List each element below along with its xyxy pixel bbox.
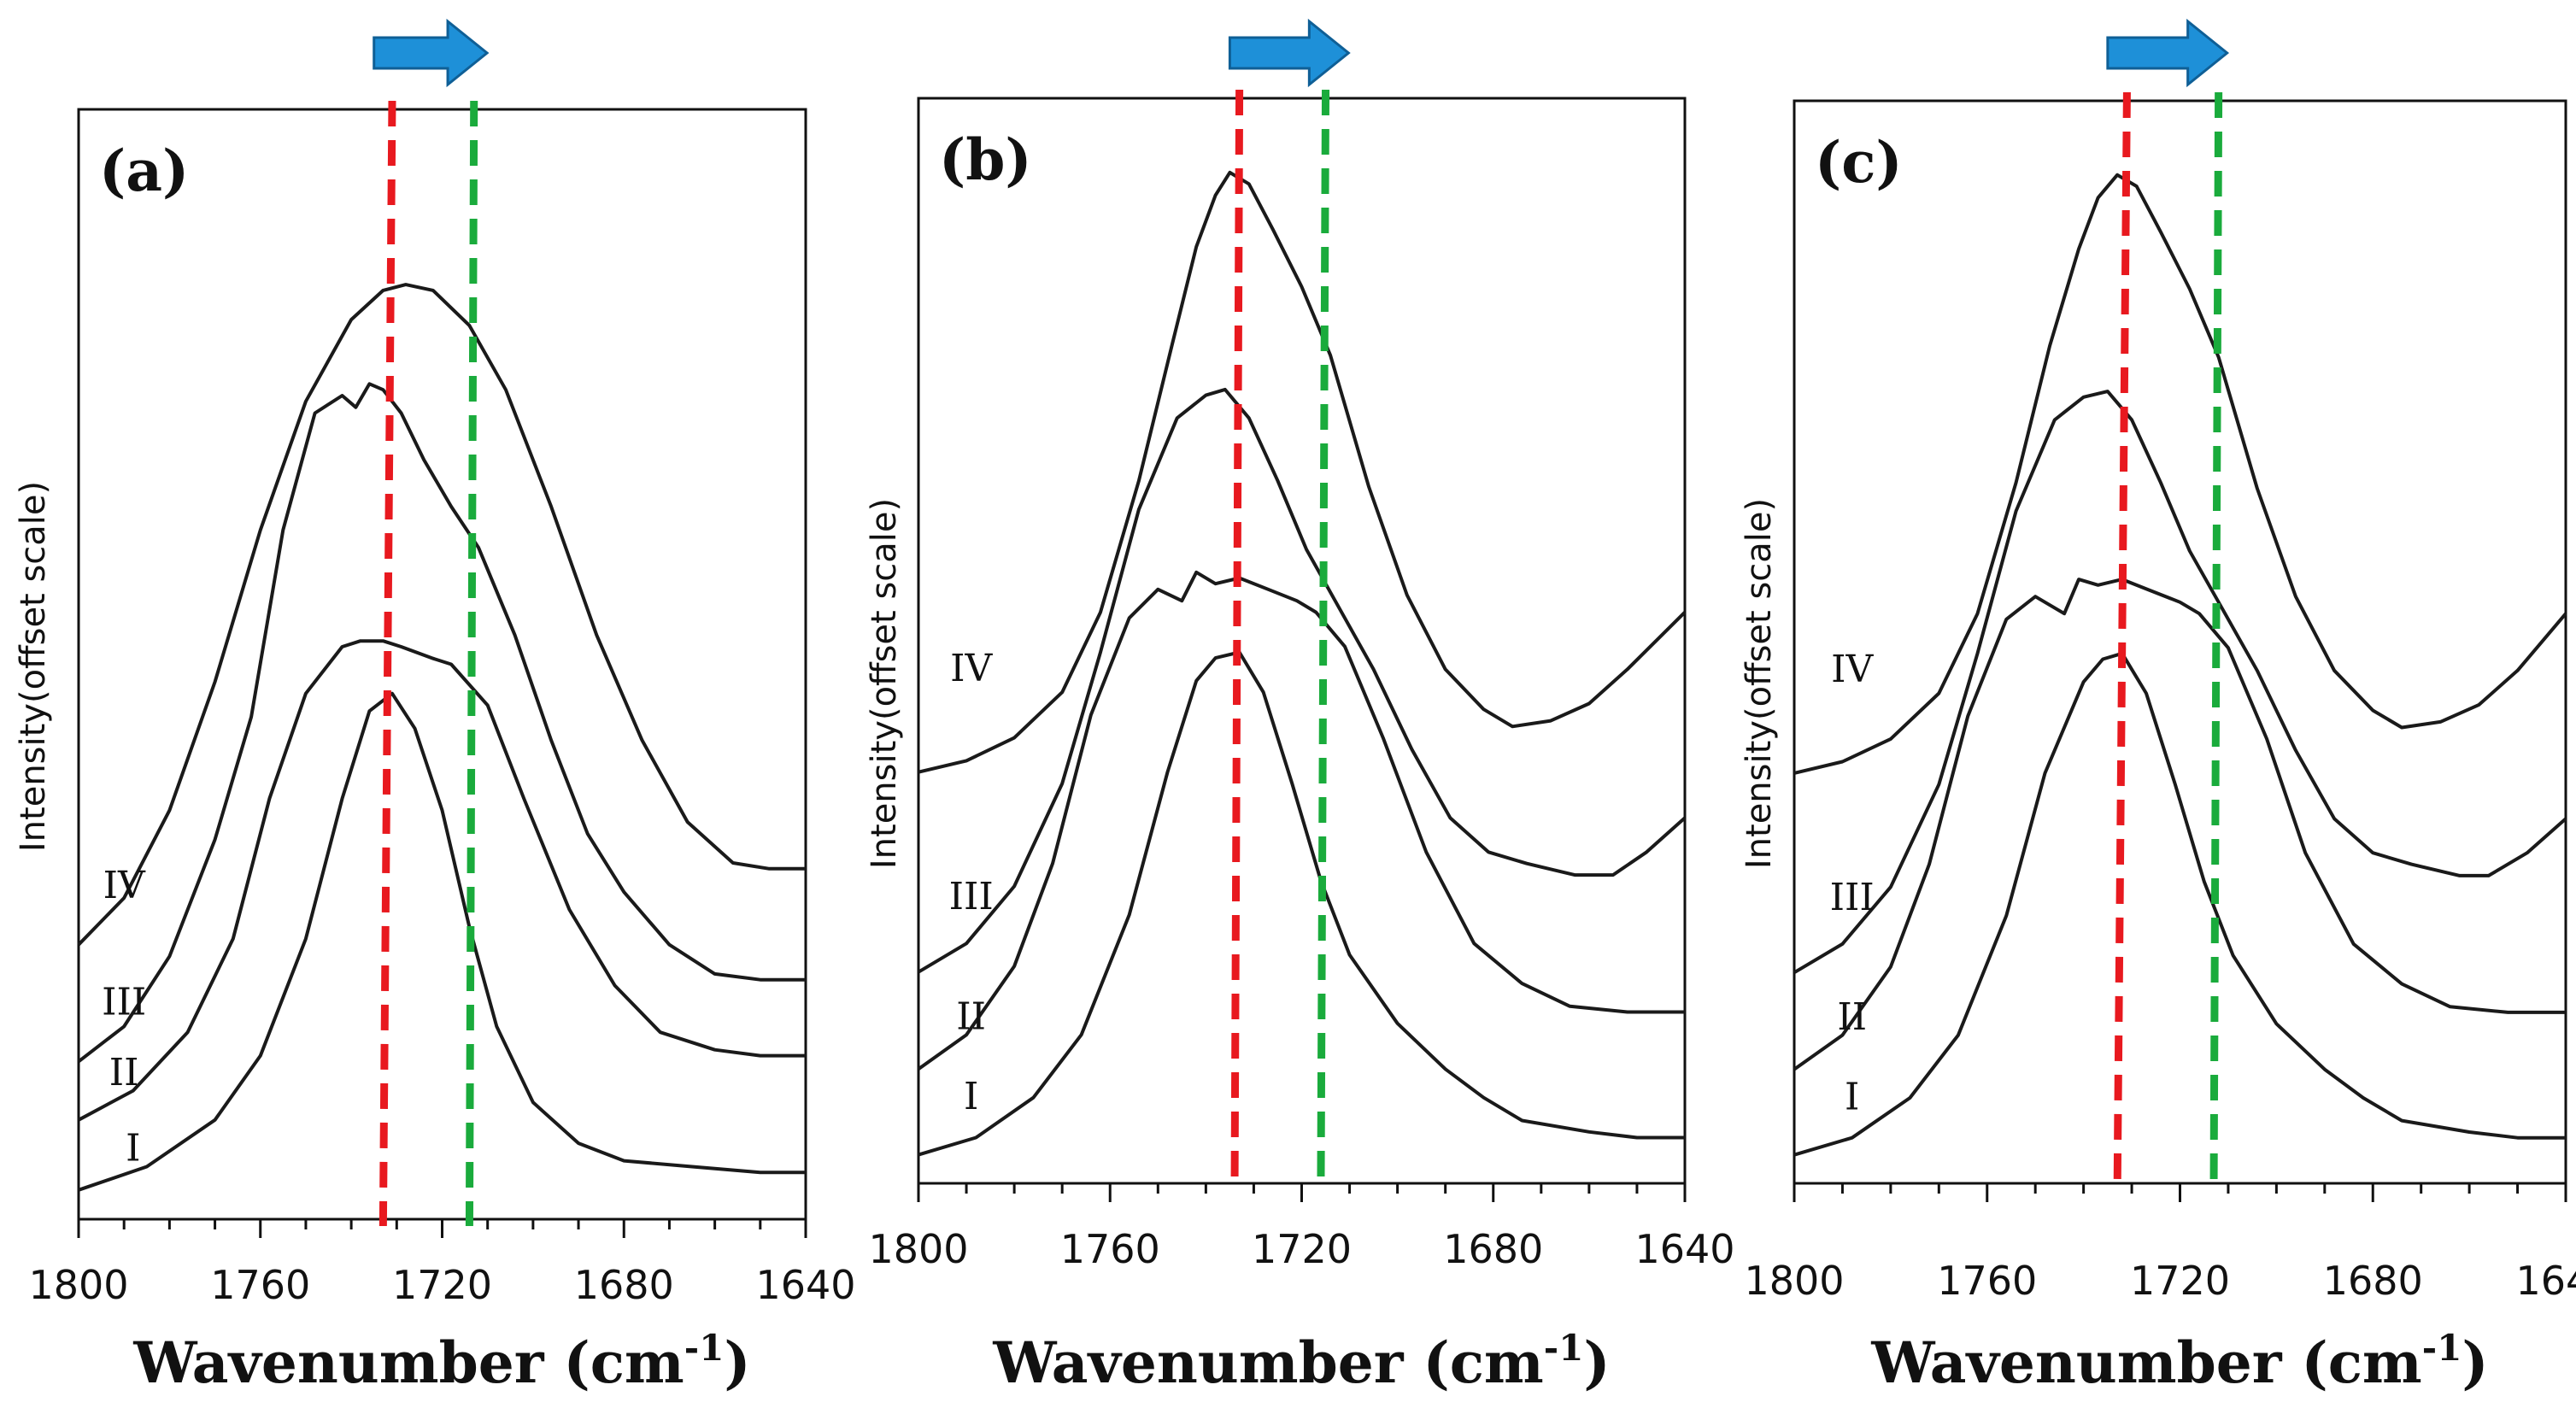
- panel-a-curve-III: [77, 382, 806, 1063]
- panel-b-series-label-II: II: [956, 995, 986, 1039]
- panel-c-x-tick-label: 1680: [2323, 1258, 2423, 1304]
- panel-b-plot-frame: [917, 97, 1687, 1185]
- panel-c-red-dashed-line: [2113, 91, 2131, 1191]
- panel-a-series-label-III: III: [102, 981, 146, 1024]
- panel-a-series-label-IV: IV: [103, 864, 146, 907]
- panel-a-curve-II: [78, 639, 806, 1122]
- panel-b-x-axis-label-main: Wavenumber (cm: [992, 1329, 1543, 1396]
- panel-c-series-label-III: III: [1830, 876, 1875, 919]
- panel-b-x-axis-label-close: ): [1583, 1329, 1610, 1396]
- panel-c-x-axis-label-close: ): [2462, 1329, 2488, 1396]
- panel-a-curve-IV: [77, 283, 806, 947]
- panel-b-series-label-III: III: [949, 875, 994, 918]
- panel-b-x-tick-label: 1760: [1060, 1226, 1160, 1272]
- panel-b-y-axis-label: Intensity(offset scale): [865, 498, 904, 869]
- panel-a-green-dashed-line: [465, 100, 478, 1227]
- panel-b-curve-I: [918, 650, 1685, 1157]
- panel-a-x-tick-label: 1640: [755, 1262, 855, 1308]
- panel-b-x-tick-label: 1680: [1443, 1226, 1543, 1272]
- panel-c-curve-II: [1793, 578, 2566, 1071]
- panel-b-shift-arrow-icon: [1228, 18, 1351, 88]
- panel-b-curve-IV: [918, 170, 1687, 774]
- panel-c-x-tick-label: 1720: [2130, 1258, 2230, 1304]
- panel-c-x-axis-label: Wavenumber (cm-1): [1870, 1327, 2488, 1396]
- panel-c-curve-I: [1793, 651, 2566, 1157]
- panel-c-curve-IV: [1793, 173, 2567, 775]
- panel-b-x-tick-label: 1800: [868, 1226, 968, 1272]
- panel-b-x-axis-label: Wavenumber (cm-1): [992, 1327, 1610, 1396]
- panel-b-green-dashed-line: [1317, 89, 1330, 1191]
- panel-a-x-tick-label: 1800: [28, 1262, 128, 1308]
- panel-b: 1800 1760 1720 1680 1640 Wavenumber (cm-1) Int…: [865, 18, 1735, 1396]
- panel-b-label: (b): [939, 126, 1032, 193]
- panel-c-label: (c): [1815, 129, 1903, 196]
- panel-c-x-axis-label-main: Wavenumber (cm: [1870, 1329, 2421, 1396]
- panel-a-curve-I: [78, 691, 806, 1192]
- panel-a-x-axis-label: Wavenumber (cm-1): [132, 1327, 750, 1396]
- panel-a-x-tick-label: 1680: [574, 1262, 674, 1308]
- panel-a-red-dashed-line: [378, 100, 396, 1227]
- panel-c-x-tick-label: 1800: [1744, 1258, 1844, 1304]
- panel-b-curve-III: [917, 387, 1687, 974]
- panel-b-red-dashed-line: [1230, 89, 1244, 1191]
- panel-a-x-axis-label-sup: -1: [684, 1327, 725, 1369]
- panel-a-x-tick-label: 1760: [210, 1262, 310, 1308]
- panel-c-series-label-II: II: [1837, 995, 1867, 1039]
- panel-b-x-axis-label-sup: -1: [1544, 1327, 1584, 1369]
- panel-c-x-axis-label-sup: -1: [2422, 1327, 2462, 1369]
- panel-a-series-label-I: I: [126, 1127, 140, 1171]
- panel-c: 1800 1760 1720 1680 1640 Wavenumber (cm-1) Int…: [1740, 18, 2576, 1396]
- panel-b-x-tick-label: 1640: [1634, 1226, 1734, 1272]
- panel-b-series-label-IV: IV: [950, 647, 993, 690]
- panel-a-x-axis-label-close: ): [724, 1329, 750, 1396]
- panel-c-shift-arrow-icon: [2106, 18, 2230, 88]
- panel-c-x-tick-label: 1640: [2515, 1258, 2576, 1304]
- panel-c-curve-III: [1793, 390, 2567, 975]
- panel-b-series-label-I: I: [964, 1075, 978, 1118]
- panel-a-y-axis-label: Intensity(offset scale): [14, 481, 53, 852]
- panel-a-x-tick-label: 1720: [392, 1262, 492, 1308]
- panel-c-y-axis-label: Intensity(offset scale): [1740, 498, 1779, 869]
- panel-b-curve-II: [917, 570, 1685, 1071]
- panel-c-green-dashed-line: [2209, 91, 2223, 1191]
- panel-c-series-label-I: I: [1845, 1075, 1859, 1118]
- panel-a-label: (a): [99, 138, 189, 204]
- panel-c-x-tick-label: 1760: [1937, 1258, 2037, 1304]
- panel-c-series-label-IV: IV: [1831, 648, 1874, 691]
- panel-c-plot-frame: [1793, 99, 2567, 1185]
- panel-b-x-tick-label: 1720: [1252, 1226, 1352, 1272]
- panel-a-plot-frame: [77, 108, 807, 1221]
- panel-a-shift-arrow-icon: [373, 18, 490, 88]
- panel-a-series-label-II: II: [109, 1051, 139, 1094]
- panel-a-x-axis-label-main: Wavenumber (cm: [132, 1329, 684, 1396]
